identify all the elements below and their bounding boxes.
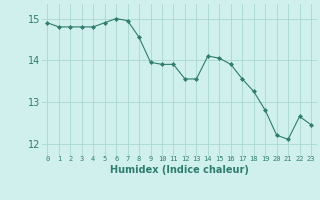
- X-axis label: Humidex (Indice chaleur): Humidex (Indice chaleur): [110, 165, 249, 175]
